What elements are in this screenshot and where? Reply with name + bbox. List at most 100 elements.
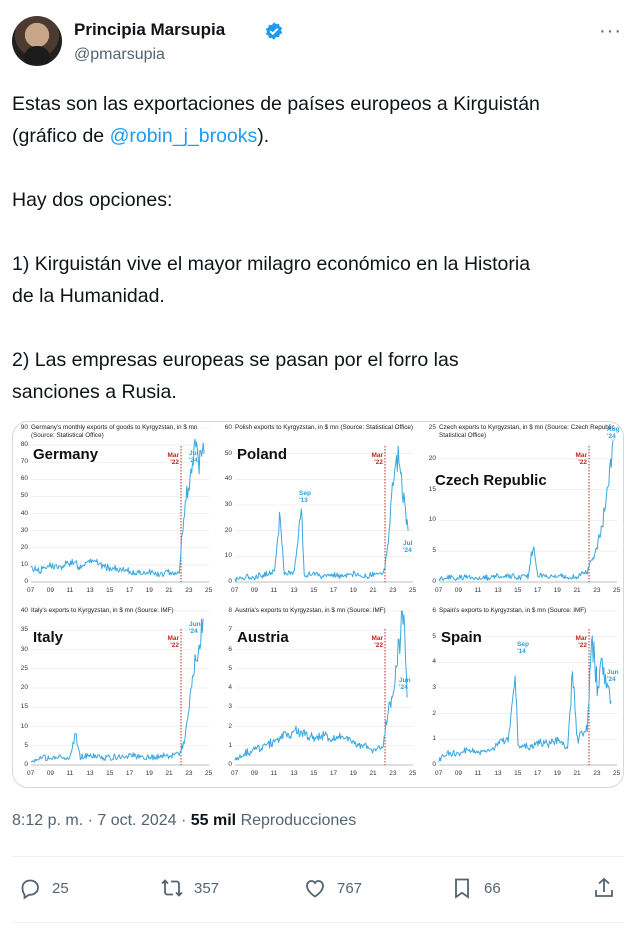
tweet-text-span: (gráfico de <box>12 125 110 147</box>
marker-label-line: '22 <box>578 642 587 649</box>
marker-label-line: '22 <box>170 642 179 649</box>
share-icon <box>595 877 613 897</box>
x-tick-label: 21 <box>369 587 377 594</box>
repost-button[interactable]: 357 <box>160 876 219 900</box>
tweet-header: Principia Marsupia @pmarsupia ··· <box>12 14 624 72</box>
x-tick-label: 09 <box>454 770 462 777</box>
annotation-line: '24 <box>189 457 198 464</box>
y-tick-label: 3 <box>228 703 232 711</box>
x-tick-label: 21 <box>165 770 173 777</box>
chart-panel-spain: 0 1 2 3 4 5 6 07 09 11 13 15 17 19 21 23 25 Mar '22 Spain's… <box>421 605 623 787</box>
chart-annotation: Aug '24 <box>607 426 620 440</box>
annotation-line: Jun <box>607 669 619 676</box>
x-tick-label: 11 <box>66 770 74 777</box>
chart-title: Polish exports to Kyrgyzstan, in $ mn (S… <box>235 424 414 431</box>
annotation-line: Sep <box>517 641 529 648</box>
y-tick-label: 25 <box>428 424 436 431</box>
reply-count: 25 <box>52 879 69 897</box>
bookmark-icon <box>455 878 469 899</box>
x-tick-label: 21 <box>165 587 173 594</box>
author-handle[interactable]: @pmarsupia <box>74 46 165 63</box>
x-tick-label: 09 <box>250 587 258 594</box>
divider <box>12 922 624 923</box>
chart-annotation: Jun '24 <box>189 621 201 635</box>
tweet-line: sanciones a Rusia. <box>12 381 177 403</box>
bookmark-button[interactable]: 66 <box>450 876 501 900</box>
marker-label-line: Mar <box>371 635 383 642</box>
chart-svg <box>30 427 209 583</box>
y-tick-label: 20 <box>20 684 28 691</box>
reply-button[interactable]: 25 <box>18 876 69 900</box>
series-line <box>438 440 614 581</box>
x-tick-label: 15 <box>310 770 318 777</box>
like-button[interactable]: 767 <box>303 876 362 900</box>
x-tick-label: 23 <box>389 587 397 594</box>
x-tick-label: 23 <box>185 587 193 594</box>
x-tick-label: 07 <box>27 770 35 777</box>
x-tick-label: 15 <box>310 587 318 594</box>
chart-country-label: Spain <box>441 629 482 646</box>
x-tick-label: 07 <box>435 770 443 777</box>
x-tick-label: 21 <box>369 770 377 777</box>
annotation-line: '24 <box>607 433 616 440</box>
y-tick-label: 2 <box>228 722 232 730</box>
y-tick-label: 15 <box>20 703 28 711</box>
timestamp[interactable]: 8:12 p. m. · 7 oct. 2024 · <box>12 812 191 829</box>
annotation-line: Aug <box>607 426 620 433</box>
chart-country-label: Austria <box>237 629 289 646</box>
x-tick-label: 25 <box>205 587 213 594</box>
share-button[interactable] <box>592 876 616 900</box>
y-tick-label: 25 <box>20 664 28 672</box>
chart-panel-germany: 0 10 20 30 40 50 60 70 80 90 07 09 11 13 15 17 19 21 23 25 M… <box>13 422 217 605</box>
tweet-text-span: ). <box>257 125 270 147</box>
chart-country-label: Poland <box>237 446 288 463</box>
views-count: 55 mil <box>190 812 237 829</box>
tweet-media-image[interactable]: 0 10 20 30 40 50 60 70 80 90 07 09 11 13 15 17 19 21 23 25 M… <box>12 421 624 788</box>
like-count: 767 <box>337 879 363 897</box>
series-line <box>234 610 408 761</box>
marker-label: Mar '22 <box>571 635 587 649</box>
repost-count: 357 <box>194 879 220 897</box>
verified-badge-icon <box>265 22 283 40</box>
chart-annotation: Jun '24 <box>607 669 619 683</box>
x-tick-label: 15 <box>514 587 522 594</box>
x-tick-label: 23 <box>593 770 601 777</box>
y-tick-label: 0 <box>24 578 28 585</box>
y-tick-label: 10 <box>224 552 232 560</box>
avatar[interactable] <box>12 16 62 66</box>
y-tick-label: 5 <box>432 547 436 555</box>
y-tick-label: 7 <box>228 626 232 634</box>
x-tick-label: 23 <box>593 587 601 594</box>
reply-icon <box>21 879 39 900</box>
y-tick-label: 20 <box>224 526 232 534</box>
y-tick-label: 90 <box>20 424 28 431</box>
y-tick-label: 40 <box>20 509 28 517</box>
y-tick-label: 6 <box>228 645 232 653</box>
y-tick-label: 60 <box>20 475 28 483</box>
y-tick-label: 35 <box>20 626 28 634</box>
y-tick-label: 1 <box>228 741 232 749</box>
chart-title: Austria's exports to Kyrgyzstan, in $ mn… <box>235 607 386 614</box>
author-name[interactable]: Principia Marsupia <box>74 20 226 39</box>
mention-link[interactable]: @robin_j_brooks <box>109 125 258 147</box>
x-tick-label: 25 <box>409 770 417 777</box>
more-options-icon[interactable]: ··· <box>599 20 622 42</box>
x-tick-label: 07 <box>27 587 35 594</box>
x-tick-label: 23 <box>389 770 397 777</box>
divider <box>12 856 624 857</box>
marker-label: Mar '22 <box>571 452 587 466</box>
marker-label-line: '22 <box>374 642 383 649</box>
tweet-line: (gráfico de @robin_j_brooks). <box>12 120 624 152</box>
x-tick-label: 17 <box>125 770 134 777</box>
chart-svg <box>30 610 209 766</box>
x-tick-label: 13 <box>290 587 298 594</box>
chart-annotation: Jul '24 <box>189 450 198 464</box>
y-tick-label: 2 <box>432 709 436 717</box>
y-tick-label: 10 <box>20 560 28 568</box>
tweet-line: 1) Kirguistán vive el mayor milagro econ… <box>12 253 531 275</box>
chart-country-label: Germany <box>33 446 99 463</box>
x-tick-label: 17 <box>329 587 338 594</box>
chart-title: Italy's exports to Kyrgyzstan, in $ mn (… <box>31 607 174 614</box>
chart-svg <box>234 427 413 583</box>
tweet-line: Estas son las exportaciones de países eu… <box>12 88 624 120</box>
